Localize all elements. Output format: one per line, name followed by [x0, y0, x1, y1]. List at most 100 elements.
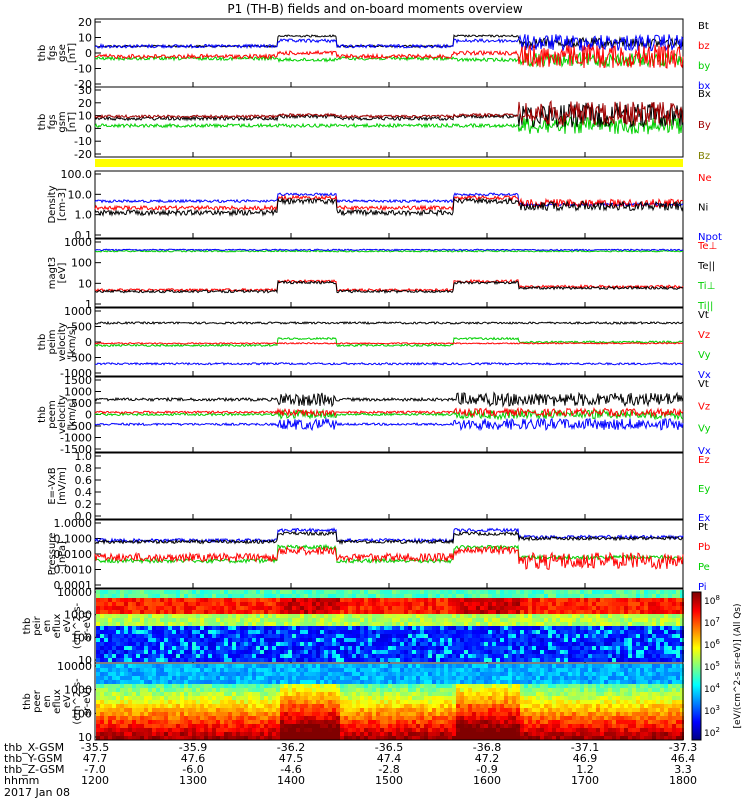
ylabel-line: sr-eV) — [82, 611, 93, 640]
legend-Ey: Ey — [698, 484, 710, 495]
ytick-label: 0 — [85, 122, 92, 135]
quality-flag-bar — [95, 159, 683, 167]
series-By — [94, 99, 684, 126]
panel-frame-spec — [94, 662, 684, 741]
ytick-label: 100 — [71, 707, 92, 720]
series-Pe — [94, 543, 684, 565]
xaxis-value: 1200 — [81, 774, 109, 787]
legend-Ez: Ez — [698, 455, 710, 466]
ylabel-line: fgs — [47, 45, 58, 60]
ylabel-line: [mV/m] — [57, 467, 68, 505]
ylabel-line: [nT] — [67, 112, 78, 132]
ytick-label: 0 — [85, 336, 92, 349]
ytick-label: -1000 — [60, 367, 92, 380]
ytick-label: -10 — [74, 135, 92, 148]
ytick-label: 1 — [85, 298, 92, 311]
ytick-label: 10 — [78, 731, 92, 744]
ytick-label: -1000 — [60, 432, 92, 445]
ytick-label: 100 — [71, 631, 92, 644]
legend-Vt: Vt — [698, 310, 709, 321]
xaxis-value: 1600 — [473, 774, 501, 787]
xaxis-value: -35.5 — [81, 741, 109, 754]
ytick-label: 500 — [71, 321, 92, 334]
ytick-label: 0 — [85, 409, 92, 422]
ytick-label: 20 — [78, 97, 92, 110]
xaxis-value: 46.9 — [573, 752, 598, 765]
series-Bz — [94, 115, 684, 135]
legend-Pi: Pi — [698, 582, 707, 593]
series-Tiperp — [94, 248, 684, 252]
legend-Vx: Vx — [698, 446, 711, 457]
ytick-label: -10 — [74, 63, 92, 76]
ytick-label: 500 — [71, 397, 92, 410]
xaxis-value: 47.4 — [377, 752, 402, 765]
ytick-label: 0.0100 — [54, 548, 93, 561]
ylabel-line: velocity — [57, 395, 68, 434]
xaxis-value: -36.8 — [473, 741, 501, 754]
ytick-label: 1000 — [64, 305, 92, 318]
series-Bx — [94, 102, 684, 128]
xaxis-value: -35.9 — [179, 741, 207, 754]
ytick-label: 1.0 — [75, 450, 93, 463]
xaxis-value: 1800 — [669, 774, 697, 787]
ylabel-line: [nPa] — [57, 541, 68, 567]
legend-Bz: Bz — [698, 151, 710, 162]
ylabel-line: peer — [32, 689, 43, 713]
ytick-label: 0.8 — [75, 462, 93, 475]
ytick-label: 1000 — [64, 386, 92, 399]
legend-Pt: Pt — [698, 522, 708, 533]
series-bx — [94, 33, 684, 52]
xaxis-value: -36.2 — [277, 741, 305, 754]
ytick-label: -20 — [74, 78, 92, 91]
ytick-label: 0.1000 — [54, 533, 93, 546]
ylabel-line: [km/s] — [67, 398, 78, 430]
colorbar-tick: 102 — [704, 726, 720, 739]
ytick-label: 10000 — [57, 660, 92, 673]
ylabel-line: Density — [47, 185, 58, 223]
xaxis-value: -2.8 — [378, 763, 399, 776]
ylabel-line: E=-VxB — [47, 467, 58, 504]
ylabel-line: sr-eV) — [82, 687, 93, 716]
series-Vt-i — [94, 320, 684, 325]
ytick-label: 1500 — [64, 374, 92, 387]
colorbar-tick: 106 — [704, 638, 720, 651]
legend-Te||: Te|| — [697, 261, 715, 272]
ylabel-line: eV — [62, 619, 73, 632]
legend-Pb: Pb — [698, 542, 710, 553]
ylabel-line: peim — [47, 329, 58, 354]
xaxis-value: 1700 — [571, 774, 599, 787]
xaxis-row-label: thb_X-GSM — [4, 741, 64, 754]
ytick-label: 0.0010 — [54, 564, 93, 577]
ylabel-line: fgs — [47, 114, 58, 129]
legend-Ex: Ex — [698, 513, 710, 524]
colorbar-tick: 105 — [704, 660, 720, 673]
ytick-label: 1000 — [64, 609, 92, 622]
ylabel-line: Pressure — [47, 533, 58, 576]
date-label: 2017 Jan 08 — [4, 786, 70, 799]
ytick-label: 10 — [78, 277, 92, 290]
spectrogram-peir — [96, 590, 684, 662]
legend-Ti||: Ti|| — [697, 301, 713, 312]
legend-Te⊥: Te⊥ — [697, 241, 717, 252]
colorbar-tick: 107 — [704, 616, 720, 629]
xaxis-value: 1500 — [375, 774, 403, 787]
series-Tepar — [94, 279, 683, 294]
ytick-label: -500 — [67, 420, 92, 433]
xaxis-value: -6.0 — [182, 763, 203, 776]
ytick-label: 10.0 — [68, 188, 93, 201]
ylabel-line: en — [42, 695, 53, 708]
ylabel-line: eflux — [52, 689, 63, 714]
legend-Vt: Vt — [698, 379, 709, 390]
xaxis-value: 1400 — [277, 774, 305, 787]
colorbar-tick: 108 — [704, 594, 720, 607]
xaxis-value: 1.2 — [576, 763, 594, 776]
xaxis-value: -4.6 — [280, 763, 301, 776]
series-Pt — [94, 530, 684, 546]
legend-Vy: Vy — [698, 350, 711, 361]
ylabel-line: thb — [37, 406, 48, 423]
legend-Ne: Ne — [698, 173, 712, 184]
colorbar-tick: 104 — [704, 682, 720, 695]
ytick-label: 100.0 — [61, 168, 93, 181]
legend-by: by — [698, 61, 710, 72]
ytick-label: 1.0000 — [54, 517, 93, 530]
